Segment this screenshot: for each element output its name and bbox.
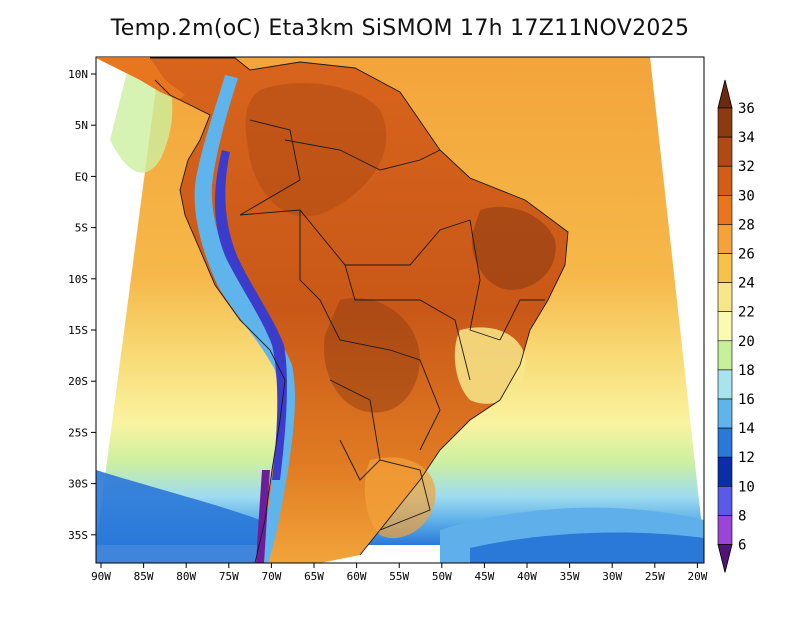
lon-tick-label: 90W	[91, 570, 111, 583]
hot-zone-northeast	[471, 206, 556, 290]
plot-frame	[95, 56, 705, 564]
colorbar-label: 24	[738, 276, 755, 292]
hot-zone-amazon	[245, 82, 387, 217]
lat-tick-label: 5N	[75, 119, 88, 132]
colorbar-label: 22	[738, 305, 755, 321]
lat-tick-label: 15S	[68, 324, 88, 337]
lon-tick-label: 60W	[347, 570, 367, 583]
colorbar-label: 32	[738, 159, 755, 175]
colorbar-segment	[717, 253, 733, 283]
colorbar-segment	[717, 282, 733, 313]
lon-tick-label: 75W	[219, 570, 239, 583]
hot-zone-central	[324, 298, 420, 413]
lon-tick-label: 70W	[261, 570, 281, 583]
lat-tick-label: 35S	[68, 529, 88, 542]
lat-tick-label: 20S	[68, 375, 88, 388]
lat-tick-label: 5S	[75, 222, 88, 235]
colorbar-segment	[717, 195, 733, 225]
central-america	[96, 58, 185, 100]
colorbar-segment	[717, 136, 733, 167]
lon-tick-label: 80W	[176, 570, 196, 583]
colorbar-segment	[717, 427, 733, 458]
andes-coldest-core	[256, 470, 270, 563]
colorbar-segment	[717, 340, 733, 371]
colorbar-segment	[717, 456, 733, 487]
cool-zone-south	[364, 457, 436, 539]
cool-zone-southeast	[454, 327, 526, 404]
country-borders	[150, 57, 569, 563]
lat-tick-label: 10S	[68, 273, 88, 286]
colorbar-segment	[717, 369, 733, 400]
colorbar-label: 8	[738, 508, 746, 524]
lon-tick-label: 55W	[389, 570, 409, 583]
lat-tick-label: 25S	[68, 426, 88, 439]
colorbar-label: 18	[738, 363, 755, 379]
south-america-landmass	[150, 58, 568, 563]
cold-ocean-band-east-deep	[470, 532, 704, 563]
colorbar-label: 14	[738, 421, 755, 437]
colorbar-label: 12	[738, 450, 755, 466]
map-title: Temp.2m(oC) Eta3km SiSMOM 17h 17Z11NOV20…	[110, 16, 690, 41]
lon-tick-label: 65W	[304, 570, 324, 583]
lon-tick-label: 50W	[432, 570, 452, 583]
lon-tick-label: 85W	[134, 570, 154, 583]
colorbar-label: 30	[738, 188, 755, 204]
colorbar-segment	[717, 398, 733, 429]
lon-tick-label: 35W	[560, 570, 580, 583]
colorbar-label: 26	[738, 247, 755, 263]
colorbar-segment	[717, 515, 733, 545]
andes-cold-core	[214, 150, 287, 480]
latitude-axis: 10N 5N EQ 5S 10S 15S 20S 25S 30S 35S	[68, 68, 96, 542]
colorbar: 36 34 32 30 28 26 24 22 20 18 16 14 12 10 8 6	[717, 79, 755, 573]
longitude-axis: 90W 85W 80W 75W 70W 65W 60W 55W 50W 45W 40W 35W 30W 2…	[91, 563, 708, 583]
colorbar-label: 36	[738, 101, 755, 117]
colorbar-label: 34	[738, 130, 755, 146]
colorbar-segment	[717, 311, 733, 342]
colorbar-segment	[717, 107, 733, 138]
lon-tick-label: 45W	[474, 570, 494, 583]
lon-tick-label: 25W	[645, 570, 665, 583]
lat-tick-label: EQ	[75, 170, 88, 183]
lat-tick-label: 10N	[68, 68, 88, 81]
colorbar-bottom-arrow	[717, 544, 733, 573]
colorbar-top-arrow	[717, 79, 733, 109]
lat-tick-label: 30S	[68, 478, 88, 491]
colorbar-label: 28	[738, 217, 755, 233]
andes-cold-ridge	[194, 75, 295, 563]
cold-ocean-band	[96, 470, 260, 563]
lon-tick-label: 20W	[687, 570, 707, 583]
colorbar-label: 16	[738, 392, 755, 408]
lon-tick-label: 30W	[602, 570, 622, 583]
colorbar-segment	[717, 165, 733, 196]
lon-tick-label: 40W	[517, 570, 537, 583]
colorbar-segment	[717, 224, 733, 254]
colorbar-label: 6	[738, 538, 746, 554]
colorbar-segment	[717, 485, 733, 516]
colorbar-label: 10	[738, 479, 755, 495]
colorbar-label: 20	[738, 334, 755, 350]
